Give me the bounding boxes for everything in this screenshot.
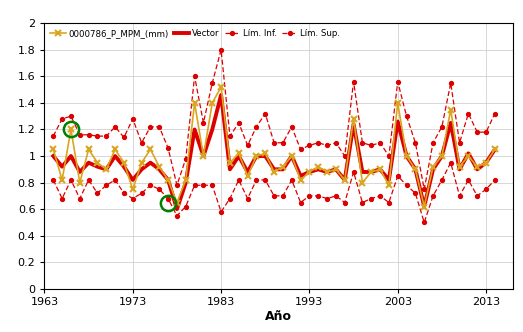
X-axis label: Año: Año bbox=[265, 310, 292, 323]
Legend: 0000786_P_MPM_(mm), Vector, Lím. Inf., Lím. Sup.: 0000786_P_MPM_(mm), Vector, Lím. Inf., L… bbox=[49, 28, 342, 40]
